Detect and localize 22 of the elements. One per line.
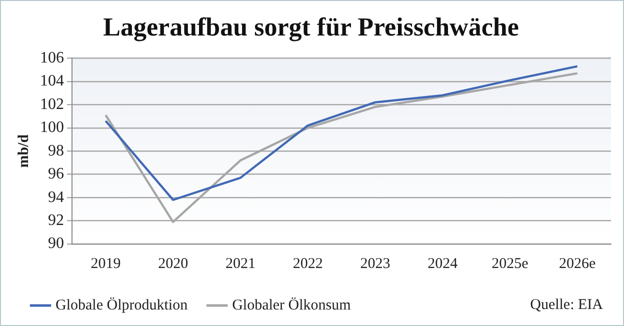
y-tick-label: 90 [48,235,64,252]
y-tick-label: 100 [40,119,64,136]
legend-label: Globaler Ölkonsum [232,296,352,314]
y-tick-label: 94 [48,188,64,206]
y-tick-label: 96 [48,166,64,183]
y-tick-label: 104 [40,72,64,90]
y-tick-label: 98 [48,142,64,160]
source-note: Quelle: EIA [530,296,604,313]
x-tick-label: 2023 [360,256,390,272]
y-tick-label: 92 [48,212,64,229]
x-tick-label: 2024 [428,256,458,272]
y-axis-title: mb/d [16,134,32,168]
y-tick-label: 106 [40,49,64,66]
x-tick-label: 2020 [158,256,188,272]
x-tick-label: 2019 [90,256,121,272]
x-tick-label: 2022 [292,256,323,272]
x-tick-label: 2021 [225,256,256,272]
legend-label: Globale Ölproduktion [56,296,188,314]
y-tick-label: 102 [40,96,64,113]
x-tick-label: 2026e [558,256,596,272]
chart-title: Lageraufbau sorgt für Preisschwäche [103,12,519,42]
x-tick-label: 2025e [492,256,529,272]
